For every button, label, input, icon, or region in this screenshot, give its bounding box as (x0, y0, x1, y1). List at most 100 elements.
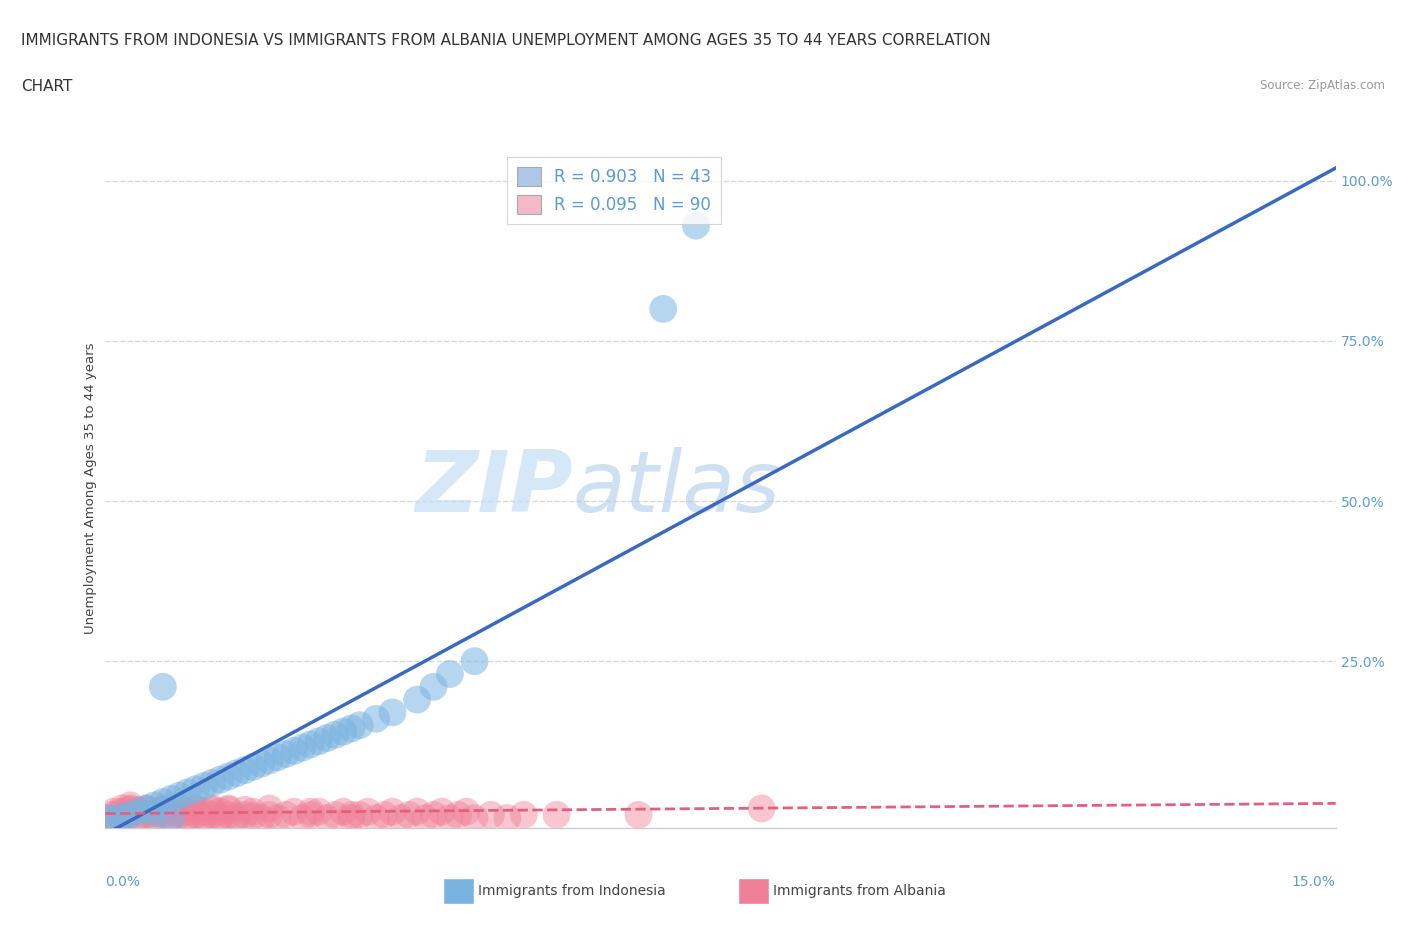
Point (316, 731, 339, 746)
Point (439, 667, 461, 682)
Point (218, 801, 240, 816)
Point (233, 803, 256, 817)
Point (332, 804, 354, 819)
Point (160, 811, 183, 826)
Point (250, 811, 273, 826)
Text: ZIP: ZIP (415, 446, 574, 530)
Text: Immigrants from Albania: Immigrants from Albania (773, 884, 946, 898)
Point (283, 804, 305, 819)
Point (160, 804, 183, 819)
Point (242, 760, 264, 775)
Point (373, 807, 395, 822)
Point (135, 807, 157, 822)
Point (169, 801, 191, 816)
Point (201, 801, 224, 816)
Point (323, 807, 346, 822)
Point (143, 804, 166, 819)
Point (259, 753, 281, 768)
Point (143, 811, 166, 826)
Point (120, 807, 141, 822)
Point (308, 734, 330, 749)
Point (103, 812, 125, 827)
Point (381, 705, 404, 720)
Point (111, 809, 134, 824)
Point (456, 804, 478, 819)
Point (209, 809, 232, 824)
Point (120, 807, 141, 822)
Point (127, 811, 149, 826)
Text: IMMIGRANTS FROM INDONESIA VS IMMIGRANTS FROM ALBANIA UNEMPLOYMENT AMONG AGES 35 : IMMIGRANTS FROM INDONESIA VS IMMIGRANTS … (21, 33, 991, 47)
Point (291, 740, 314, 755)
Point (111, 801, 134, 816)
Point (225, 811, 247, 826)
Point (160, 809, 183, 824)
Point (135, 801, 157, 816)
Point (193, 809, 215, 824)
Point (120, 803, 141, 817)
Point (143, 805, 166, 820)
Point (152, 801, 174, 816)
Point (218, 769, 240, 784)
Point (233, 763, 256, 777)
Point (103, 807, 125, 822)
Point (201, 803, 224, 817)
Text: Immigrants from Indonesia: Immigrants from Indonesia (478, 884, 666, 898)
Point (430, 804, 453, 819)
Point (169, 803, 191, 817)
Point (169, 789, 191, 804)
Point (193, 804, 215, 819)
Point (225, 765, 247, 780)
Point (447, 807, 470, 822)
Point (357, 804, 380, 819)
Point (176, 804, 198, 819)
Point (152, 679, 174, 694)
Point (389, 811, 412, 826)
Point (111, 809, 134, 824)
Point (169, 807, 191, 822)
Point (152, 794, 174, 809)
Point (94, 811, 117, 826)
Point (193, 811, 215, 826)
Point (291, 811, 314, 826)
Point (111, 804, 134, 819)
Point (422, 807, 444, 822)
Point (135, 803, 157, 817)
Point (193, 778, 215, 793)
Point (127, 804, 149, 819)
Point (135, 801, 157, 816)
Point (685, 219, 707, 233)
Point (209, 804, 232, 819)
Point (111, 811, 134, 826)
Point (299, 807, 322, 822)
Text: 0.0%: 0.0% (105, 875, 141, 889)
Point (627, 807, 650, 822)
Point (233, 807, 256, 822)
Text: atlas: atlas (574, 446, 780, 530)
Point (398, 807, 420, 822)
Point (406, 804, 429, 819)
Point (242, 804, 264, 819)
Point (283, 743, 305, 758)
Point (340, 721, 363, 736)
Text: 15.0%: 15.0% (1292, 875, 1336, 889)
Text: Source: ZipAtlas.com: Source: ZipAtlas.com (1260, 79, 1385, 92)
Point (143, 798, 166, 813)
Point (267, 811, 290, 826)
Point (349, 718, 371, 733)
Point (652, 301, 675, 316)
Point (332, 724, 354, 739)
Point (184, 801, 207, 816)
Point (308, 804, 330, 819)
Point (274, 807, 297, 822)
Point (127, 803, 149, 817)
Point (184, 807, 207, 822)
Text: CHART: CHART (21, 79, 73, 94)
Point (299, 737, 322, 751)
Point (479, 807, 502, 822)
Point (201, 776, 224, 790)
Point (218, 803, 240, 817)
Point (340, 811, 363, 826)
Point (422, 679, 444, 694)
Point (218, 807, 240, 822)
Point (176, 809, 198, 824)
